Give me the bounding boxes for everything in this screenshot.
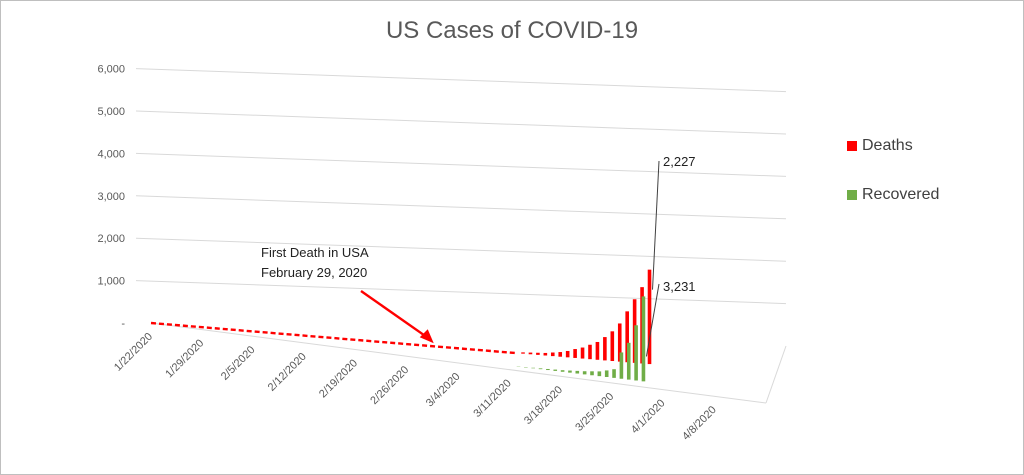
bar-deaths [580, 347, 585, 359]
bar-recovered [597, 371, 602, 377]
x-tick-label: 3/25/2020 [573, 391, 616, 434]
gridline [135, 237, 787, 262]
annotation-recovered-leader [645, 283, 660, 357]
bar-recovered [604, 370, 609, 377]
annotation-recovered-value: 3,231 [663, 279, 696, 294]
bar-recovered [560, 370, 565, 372]
y-tick-label: 4,000 [97, 148, 125, 160]
bar-deaths [610, 331, 615, 362]
gridline [135, 280, 787, 305]
x-tick-label: 1/22/2020 [112, 331, 155, 374]
annotation-deaths-value: 2,227 [663, 154, 696, 169]
chart-title: US Cases of COVID-19 [385, 17, 639, 44]
bar-deaths [625, 311, 629, 363]
bar-deaths [647, 269, 652, 365]
bar-recovered [612, 369, 616, 378]
annotations: First Death in USA February 29, 2020 2,227… [261, 154, 696, 357]
y-tick-label: - [121, 318, 125, 330]
legend-swatch-deaths [847, 141, 857, 151]
bar-recovered [626, 342, 631, 380]
bar-recovered [568, 370, 572, 373]
legend-label-deaths: Deaths [862, 137, 913, 154]
legend-swatch-recovered [847, 190, 857, 200]
chart-floor [150, 322, 787, 404]
bar-recovered [538, 368, 543, 370]
bar-deaths [528, 352, 533, 355]
bar-series [516, 269, 652, 382]
bar-recovered [531, 367, 535, 369]
y-tick-label: 5,000 [97, 106, 125, 118]
early-trend-line [150, 321, 516, 355]
x-tick-label: 3/11/2020 [471, 377, 514, 420]
bar-recovered [619, 352, 624, 379]
y-tick-label: 3,000 [97, 191, 125, 203]
bar-recovered [641, 296, 646, 382]
y-axis-ticks: - 1,000 2,000 3,000 4,000 5,000 6,000 [97, 64, 125, 330]
annotation-first-death-line1: First Death in USA [261, 245, 369, 260]
x-tick-label: 2/19/2020 [317, 357, 360, 400]
gridlines [135, 68, 787, 305]
x-tick-label: 4/8/2020 [680, 404, 719, 443]
bar-deaths [603, 337, 607, 361]
x-tick-label: 2/26/2020 [368, 364, 411, 407]
bar-deaths [550, 352, 555, 357]
gridline [135, 152, 787, 177]
annotation-first-death-line2: February 29, 2020 [261, 265, 367, 280]
legend-label-recovered: Recovered [862, 186, 940, 203]
bar-recovered [582, 371, 587, 375]
legend-item-recovered: Recovered [847, 184, 939, 206]
bar-recovered [590, 371, 594, 376]
x-tick-label: 3/18/2020 [522, 384, 565, 427]
bar-recovered [546, 368, 550, 371]
y-tick-label: 2,000 [97, 233, 125, 245]
legend: Deaths Recovered [847, 135, 939, 233]
bar-deaths [595, 341, 600, 360]
annotation-first-death-arrowhead [419, 329, 434, 344]
x-tick-label: 2/12/2020 [266, 351, 309, 394]
bar-deaths [565, 350, 570, 358]
gridline [135, 195, 787, 220]
y-tick-label: 1,000 [97, 276, 125, 288]
bar-deaths [543, 352, 548, 356]
bar-recovered [634, 325, 638, 381]
bar-recovered [553, 369, 558, 371]
bar-deaths [573, 349, 577, 358]
annotation-deaths-leader [652, 160, 660, 290]
legend-item-deaths: Deaths [847, 135, 939, 157]
bar-recovered [575, 370, 580, 374]
bar-deaths [536, 352, 540, 355]
gridline [135, 68, 787, 93]
bar-deaths [588, 344, 592, 360]
x-tick-label: 4/1/2020 [629, 397, 668, 436]
bar-deaths [558, 352, 563, 357]
early-trend-dashes [150, 321, 516, 355]
floor-side-edge [765, 345, 787, 404]
bar-deaths [617, 323, 622, 362]
x-tick-label: 3/4/2020 [424, 371, 463, 410]
x-tick-label: 2/5/2020 [219, 344, 258, 383]
annotation-first-death-arrow-shaft [360, 290, 427, 338]
y-tick-label: 6,000 [97, 64, 125, 76]
bar-deaths [521, 352, 525, 354]
floor-front-edge [150, 322, 767, 404]
gridline [135, 110, 787, 135]
x-tick-label: 1/29/2020 [163, 337, 206, 380]
